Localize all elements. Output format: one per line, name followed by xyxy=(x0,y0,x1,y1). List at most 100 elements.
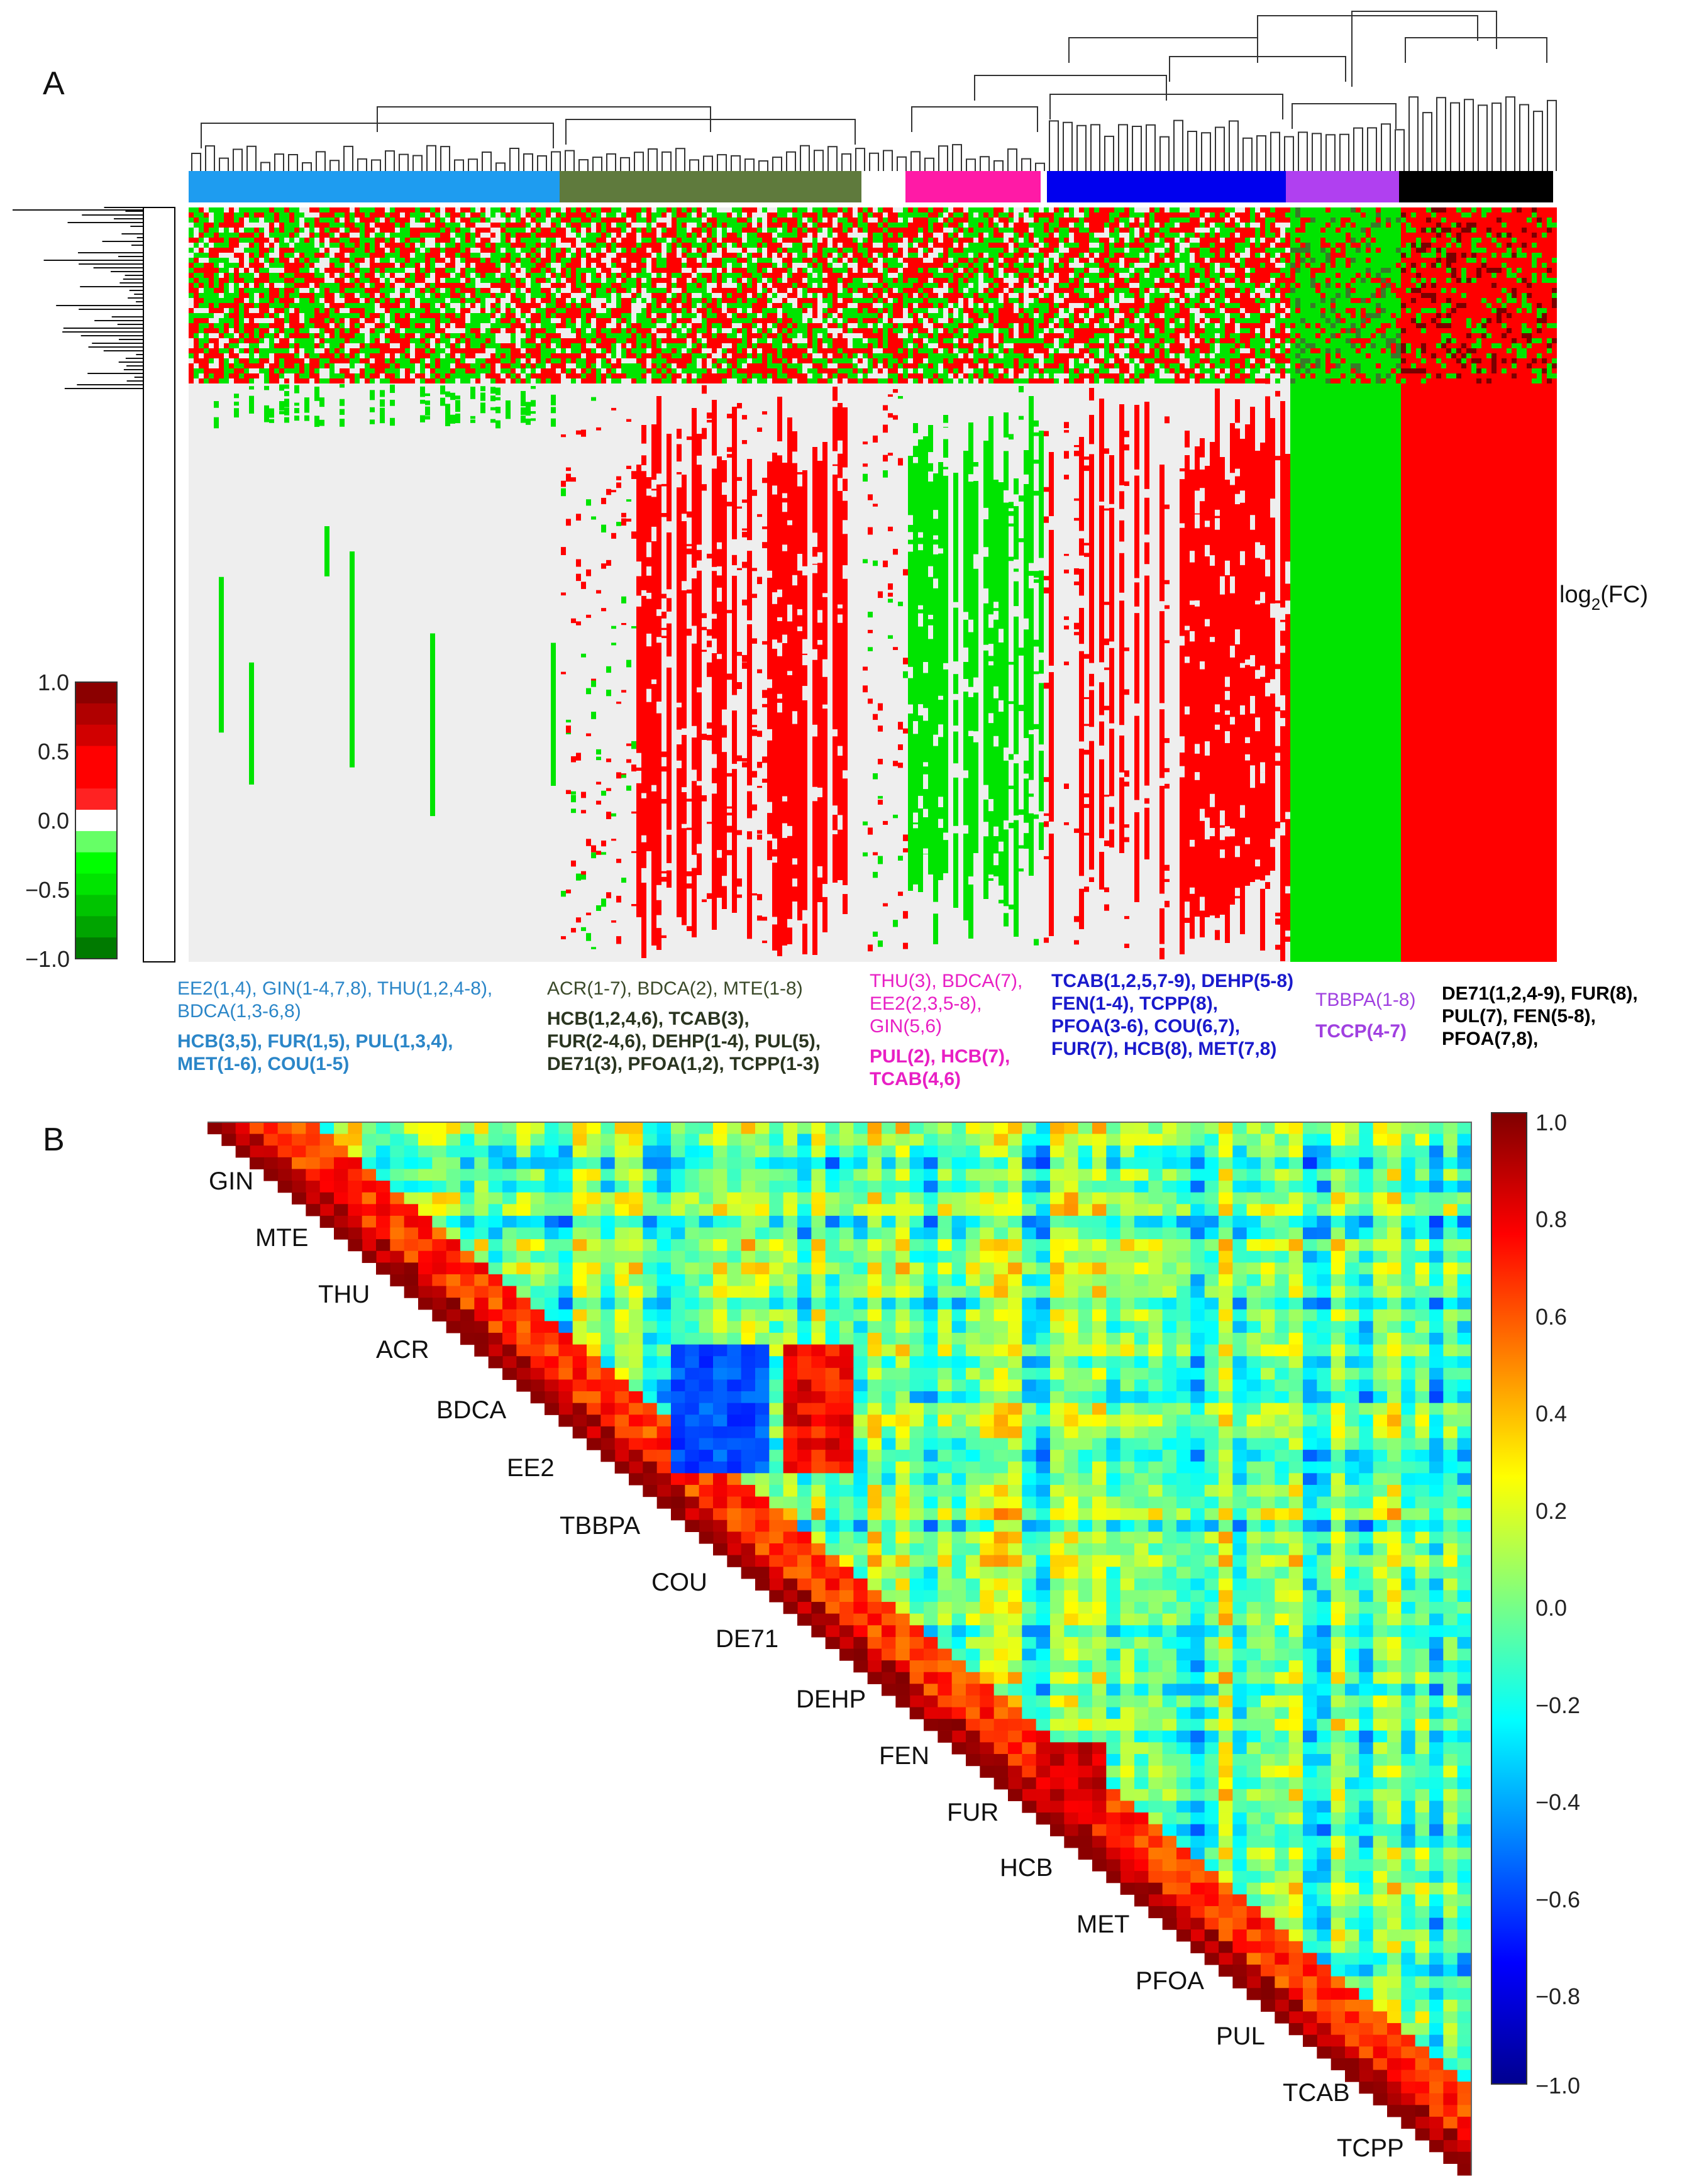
heatmap-cell xyxy=(289,207,294,212)
heatmap-cell xyxy=(430,303,435,308)
dendrogram-branch xyxy=(495,162,506,171)
heatmap-cell xyxy=(495,268,501,273)
heatmap-cell xyxy=(370,218,375,223)
heatmap-cell xyxy=(370,318,375,323)
heatmap-cell xyxy=(249,218,254,223)
heatmap-cell xyxy=(531,243,536,248)
heatmap-cell xyxy=(641,368,646,373)
heatmap-cell xyxy=(289,313,294,318)
heatmap-cell xyxy=(435,373,440,378)
heatmap-cell xyxy=(244,278,249,283)
heatmap-cell xyxy=(415,338,420,343)
heatmap-cell xyxy=(822,353,827,358)
heatmap-cell xyxy=(873,871,878,878)
heatmap-cell xyxy=(329,308,335,313)
heatmap-cell xyxy=(189,373,194,378)
heatmap-cell xyxy=(465,243,470,248)
heatmap-cell xyxy=(319,378,324,383)
heatmap-cell xyxy=(279,228,284,233)
heatmap-cell xyxy=(405,353,410,358)
heatmap-gap xyxy=(767,802,772,813)
heatmap-cell xyxy=(234,288,239,293)
heatmap-cell xyxy=(692,348,697,353)
heatmap-cell xyxy=(455,318,460,323)
heatmap-cell xyxy=(757,427,762,432)
heatmap-cell xyxy=(677,328,682,333)
heatmap-cell xyxy=(415,263,420,268)
heatmap-cell xyxy=(616,895,621,903)
heatmap-cell xyxy=(289,238,294,243)
heatmap-cell xyxy=(465,338,470,343)
heatmap-gap xyxy=(802,686,807,700)
dendrogram-branch xyxy=(689,159,699,171)
heatmap-cell xyxy=(345,243,350,248)
heatmap-cell xyxy=(425,298,430,303)
heatmap-cell xyxy=(501,212,506,218)
heatmap-cell xyxy=(264,273,269,278)
heatmap-cell xyxy=(521,298,526,303)
heatmap-cell xyxy=(621,288,626,293)
heatmap-cell xyxy=(375,223,380,228)
heatmap-cell xyxy=(873,714,878,720)
heatmap-cell xyxy=(888,348,893,353)
heatmap-cell xyxy=(903,223,908,228)
heatmap-cell xyxy=(827,218,833,223)
heatmap-cell xyxy=(682,303,687,308)
heatmap-cell xyxy=(274,293,279,298)
heatmap-cell xyxy=(747,223,752,228)
heatmap-cell xyxy=(737,278,742,283)
heatmap-cell xyxy=(350,353,355,358)
heatmap-cell xyxy=(269,218,274,223)
heatmap-cell xyxy=(656,353,661,358)
heatmap-cell xyxy=(863,207,868,212)
heatmap-cell xyxy=(264,288,269,293)
heatmap-gap xyxy=(782,823,787,838)
heatmap-cell xyxy=(812,368,817,373)
heatmap-cell xyxy=(566,268,571,273)
heatmap-cell xyxy=(335,323,340,328)
heatmap-cell xyxy=(526,268,531,273)
heatmap-cell xyxy=(817,358,822,363)
heatmap-cell xyxy=(621,333,626,338)
heatmap-cell xyxy=(853,258,858,263)
heatmap-cell xyxy=(541,343,546,348)
heatmap-cell xyxy=(229,308,234,313)
heatmap-cell xyxy=(204,283,209,288)
heatmap-cell xyxy=(827,273,833,278)
heatmap-cell xyxy=(370,283,375,288)
heatmap-cell xyxy=(667,243,672,248)
heatmap-cell xyxy=(817,253,822,258)
heatmap-cell xyxy=(827,323,833,328)
heatmap-cell xyxy=(651,378,656,383)
heatmap-gap xyxy=(812,649,817,660)
heatmap-cell xyxy=(606,812,611,819)
heatmap-cell xyxy=(284,407,289,416)
heatmap-cell xyxy=(314,323,319,328)
heatmap-cell xyxy=(712,348,717,353)
heatmap-cell xyxy=(405,288,410,293)
dendrogram-branch xyxy=(675,148,685,171)
heatmap-cell xyxy=(385,243,390,248)
heatmap-cell xyxy=(516,212,521,218)
heatmap-cell xyxy=(561,212,566,218)
dendrogram-branch xyxy=(1270,131,1280,171)
heatmap-cell xyxy=(853,318,858,323)
heatmap-cell xyxy=(209,308,214,313)
heatmap-cell xyxy=(817,373,822,378)
heatmap-cell xyxy=(219,363,224,368)
heatmap-cell xyxy=(450,207,455,212)
heatmap-cell xyxy=(269,228,274,233)
heatmap-cell xyxy=(586,333,591,338)
heatmap-cell xyxy=(742,343,747,348)
heatmap-cell xyxy=(465,343,470,348)
heatmap-cell xyxy=(355,253,360,258)
heatmap-cell xyxy=(244,212,249,218)
heatmap-cell xyxy=(742,662,747,669)
heatmap-cell xyxy=(370,348,375,353)
heatmap-cell xyxy=(209,348,214,353)
heatmap-cell xyxy=(470,338,475,343)
heatmap-cell xyxy=(762,641,767,645)
dendrogram-branch xyxy=(1076,124,1087,171)
heatmap-cell xyxy=(375,212,380,218)
heatmap-cell xyxy=(802,470,807,954)
